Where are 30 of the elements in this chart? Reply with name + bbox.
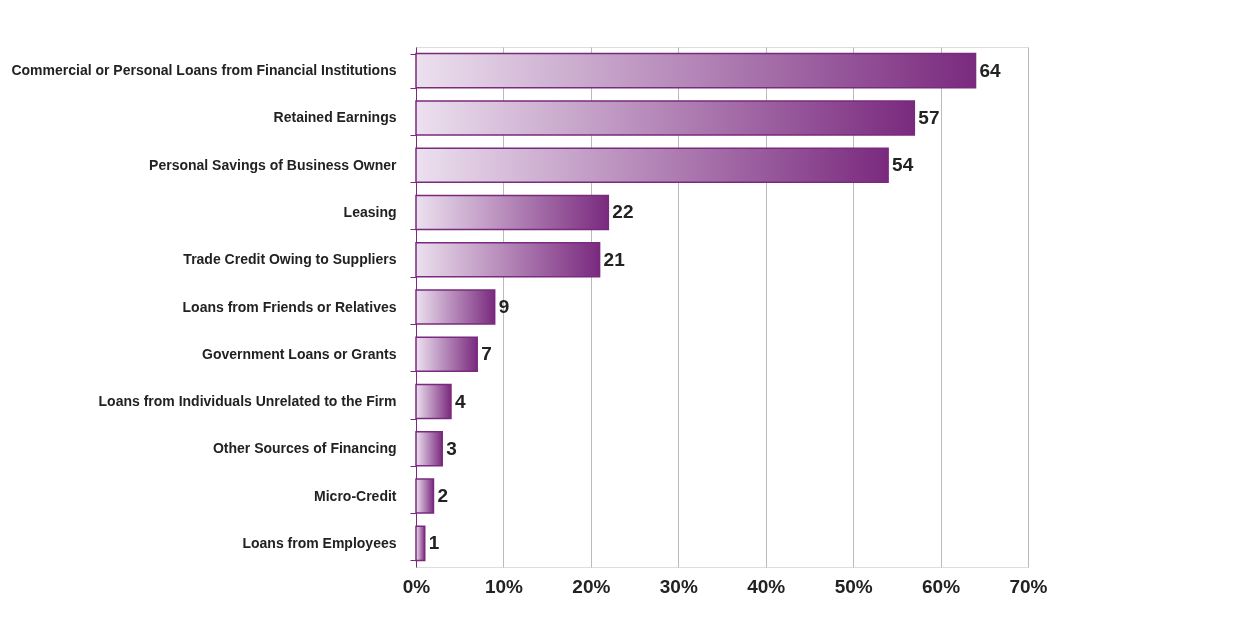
x-tick-label: 0% — [402, 575, 431, 597]
data-label: 9 — [498, 296, 510, 317]
y-tick-label: Trade Credit Owing to Suppliers — [183, 251, 397, 268]
x-tick-label: 60% — [922, 575, 961, 597]
data-label: 2 — [437, 485, 449, 507]
x-tick-label: 10% — [484, 575, 524, 597]
y-tick-label: Loans from Friends or Relatives — [182, 298, 397, 315]
data-label: 21 — [603, 248, 626, 270]
x-tick-label: 70% — [1009, 575, 1048, 597]
data-label: 54 — [892, 154, 914, 176]
data-label: 57 — [918, 106, 940, 128]
y-tick-label: Commercial or Personal Loans from Financial Institutions — [11, 62, 397, 79]
data-label: 4 — [454, 390, 466, 412]
data-label: 7 — [481, 343, 492, 365]
x-tick-label: 50% — [834, 575, 873, 597]
y-tick-label: Personal Savings of Business Owner — [149, 156, 398, 173]
y-tick-label: Loans from Individuals Unrelated to the Firm — [98, 393, 397, 410]
y-tick-label: Loans from Employees — [242, 534, 397, 551]
y-tick-label: Retained Earnings — [273, 109, 397, 126]
y-tick-label: Micro-Credit — [314, 487, 397, 504]
data-label: 1 — [428, 532, 440, 554]
data-label: 22 — [612, 201, 634, 223]
data-label: 3 — [446, 437, 457, 459]
y-tick-label: Other Sources of Financing — [212, 440, 397, 457]
x-tick-label: 20% — [572, 575, 611, 597]
x-tick-label: 30% — [659, 575, 698, 597]
y-tick-label: Leasing — [343, 203, 397, 220]
x-tick-label: 40% — [747, 575, 786, 597]
y-tick-label: Government Loans or Grants — [202, 345, 397, 362]
data-label: 64 — [979, 59, 1002, 81]
